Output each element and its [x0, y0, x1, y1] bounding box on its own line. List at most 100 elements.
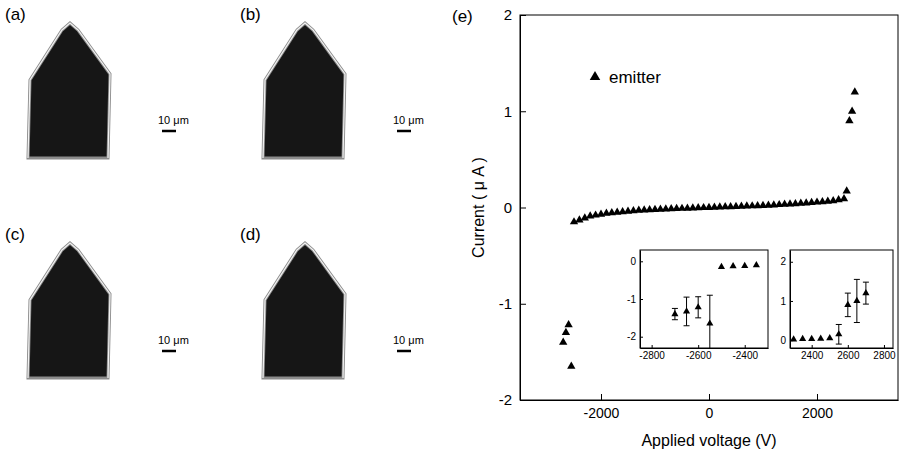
point: [683, 307, 690, 313]
inset-chart: -2800-2600-2400-2-10: [627, 250, 768, 361]
tick: -1: [627, 294, 643, 305]
scale-bar-label: 10 μm: [393, 114, 424, 126]
panel-label: (a): [5, 5, 26, 24]
panel-label: (d): [240, 225, 261, 244]
error-bar: [684, 297, 690, 326]
emitter-image: [28, 23, 110, 158]
panel-label: (e): [452, 7, 473, 26]
data-layer: [790, 279, 869, 344]
point: [840, 194, 848, 201]
plot-background: [640, 250, 768, 348]
point: [851, 87, 859, 94]
tick: 1: [504, 103, 526, 120]
error-bar: [854, 279, 860, 322]
tick-label: 2: [780, 256, 786, 267]
error-bar: [836, 324, 842, 344]
point: [730, 262, 737, 268]
tick-label: 1: [780, 296, 786, 307]
tick-mark: [520, 111, 526, 112]
tick-label: -2: [499, 391, 512, 408]
point: [817, 334, 824, 340]
tick-label: -2000: [584, 405, 620, 421]
error-bar: [845, 293, 851, 317]
emitter-image: [263, 243, 345, 378]
legend: emitter: [590, 68, 662, 87]
emitter-edge: [28, 243, 110, 378]
tick: 1: [780, 296, 793, 307]
tick: 0: [706, 394, 714, 421]
tick-label: 0: [630, 256, 636, 267]
y-axis: -2-10: [627, 251, 643, 349]
image-panel: (d) 10 μm: [240, 225, 424, 378]
point: [853, 297, 860, 303]
x-axis: 2400 2600 2800: [791, 345, 897, 361]
point: [564, 320, 572, 327]
point: [826, 334, 833, 340]
scale-bar: [162, 130, 176, 133]
y-axis-title: Current ( μ A ): [470, 157, 487, 258]
emitter-image: [263, 23, 345, 158]
point: [559, 337, 567, 344]
tick-label: -2800: [639, 350, 665, 361]
point: [848, 106, 856, 113]
y-axis: -2-1012: [499, 6, 526, 408]
point: [562, 328, 570, 335]
plot-frame: [520, 15, 898, 400]
scale-bar-label: 10 μm: [158, 334, 189, 346]
tick-label: -2400: [732, 350, 758, 361]
tick-label: -2600: [686, 350, 712, 361]
tick: -2600: [686, 345, 712, 361]
point: [741, 262, 748, 268]
x-axis: -2800 -2600 -2400: [639, 345, 768, 361]
tick: 2400: [801, 345, 824, 361]
point: [843, 186, 851, 193]
tick: -1: [499, 295, 526, 312]
point: [706, 319, 713, 325]
point: [718, 263, 725, 269]
emitter-edge: [28, 23, 110, 158]
tick: 0: [504, 199, 526, 216]
data-layer: [671, 261, 760, 348]
x-axis: -2000 0 2000: [521, 394, 899, 421]
point: [862, 289, 869, 295]
tick: 2600: [837, 345, 860, 361]
tick-label: 2400: [801, 350, 824, 361]
error-bar: [695, 297, 701, 318]
point: [844, 301, 851, 307]
tick: 2: [780, 256, 793, 267]
tick-mark: [520, 304, 526, 305]
tick: -2400: [732, 345, 758, 361]
tick: -2000: [584, 394, 620, 421]
figure: (a)10 μm(b)10 μm(c)10 μm(d)10 μm(e)-2000…: [0, 0, 910, 453]
scale-bar-label: 10 μm: [158, 114, 189, 126]
tick: -2800: [639, 345, 665, 361]
legend-marker: [590, 71, 601, 80]
tick-label: 2600: [837, 350, 860, 361]
point: [790, 335, 797, 341]
plot-frame: [790, 250, 893, 348]
image-panel: (a) 10 μm: [5, 5, 189, 158]
tick-label: 2800: [873, 350, 896, 361]
error-bar: [672, 308, 678, 319]
panel-label: (b): [240, 5, 261, 24]
error-bar: [707, 295, 713, 348]
image-panel: (b) 10 μm: [240, 5, 424, 158]
point: [799, 335, 806, 341]
point: [808, 335, 815, 341]
emitter-image: [28, 243, 110, 378]
tick-mark: [709, 394, 710, 400]
emitter-edge: [263, 23, 345, 158]
point: [671, 310, 678, 316]
tick-mark: [520, 208, 526, 209]
main-chart: -200002000-2-1012Applied voltage (V)Curr…: [470, 6, 899, 449]
tick: 0: [630, 256, 643, 267]
scale-bar-label: 10 μm: [393, 334, 424, 346]
plot-frame: [640, 250, 768, 348]
point: [835, 330, 842, 336]
emitter-edge: [263, 243, 345, 378]
scale-bar: [397, 350, 411, 353]
image-panel: (c) 10 μm: [5, 225, 189, 378]
panel-label: (c): [5, 225, 25, 244]
tick-label: 2000: [802, 405, 833, 421]
point: [695, 303, 702, 309]
